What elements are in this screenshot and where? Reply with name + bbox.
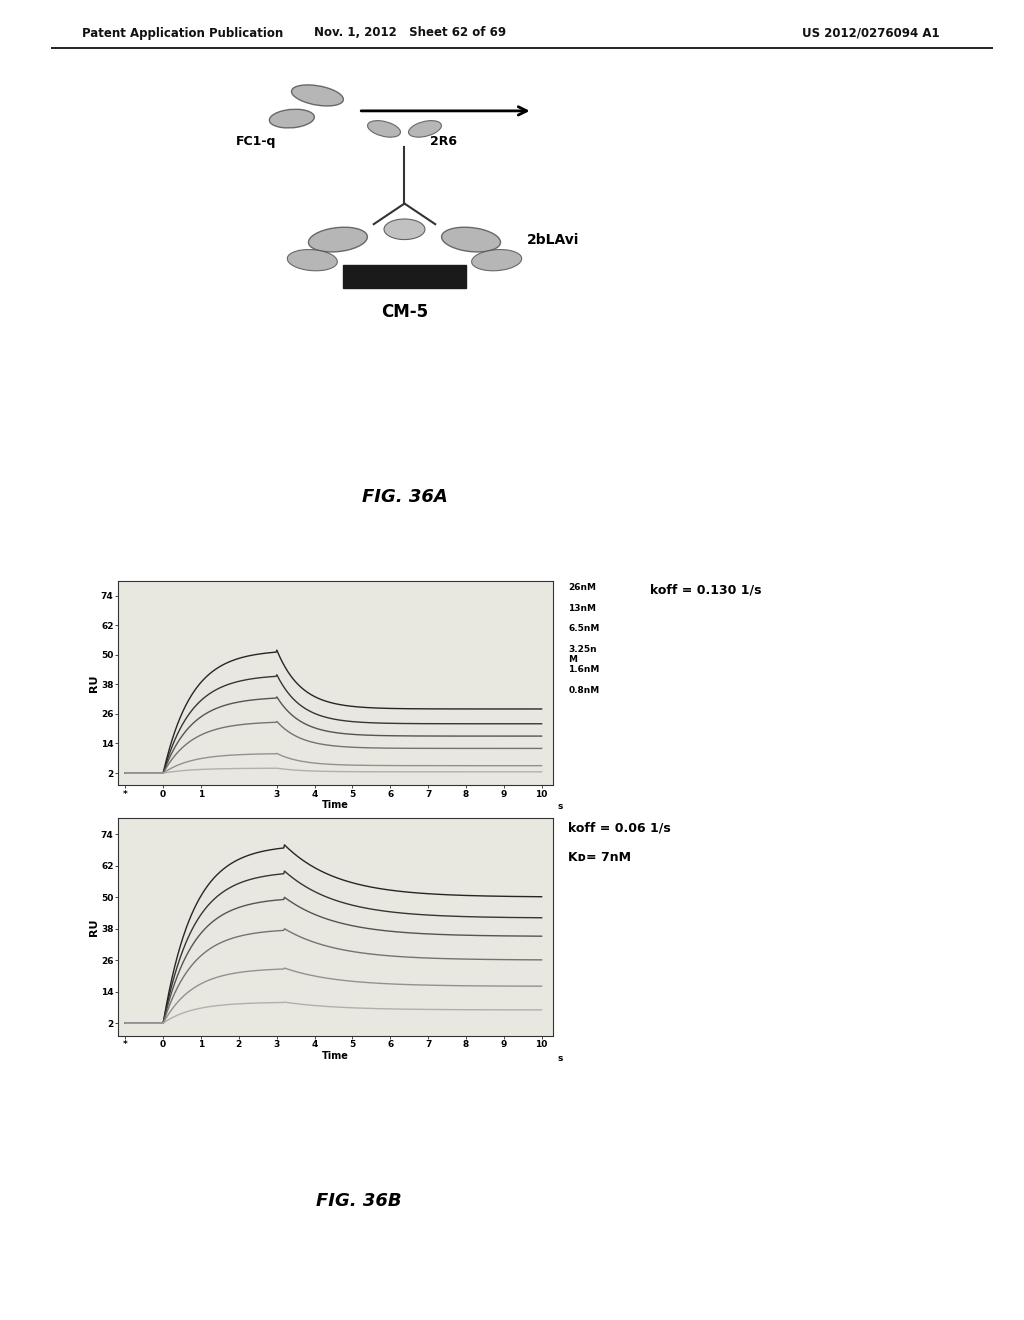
Text: 2R6: 2R6 — [430, 135, 457, 148]
Text: koff = 0.130 1/s: koff = 0.130 1/s — [650, 583, 762, 597]
Text: Patent Application Publication: Patent Application Publication — [82, 26, 284, 40]
Ellipse shape — [269, 110, 314, 128]
Text: FC1-q: FC1-q — [236, 135, 275, 148]
Text: koff = 0.06 1/s: koff = 0.06 1/s — [568, 821, 671, 834]
Y-axis label: RU: RU — [89, 675, 99, 692]
Ellipse shape — [288, 249, 337, 271]
Ellipse shape — [292, 84, 343, 106]
Text: 2bLAvi: 2bLAvi — [527, 232, 580, 247]
X-axis label: Time: Time — [322, 800, 349, 810]
Bar — [343, 265, 466, 289]
Text: 6.5nM: 6.5nM — [568, 624, 600, 634]
Text: 0.8nM: 0.8nM — [568, 685, 600, 694]
Text: Kᴅ= 7nM: Kᴅ= 7nM — [568, 851, 632, 865]
Text: 13nM: 13nM — [568, 603, 596, 612]
Text: FIG. 36A: FIG. 36A — [361, 488, 447, 506]
Ellipse shape — [384, 219, 425, 240]
Text: s: s — [557, 1053, 562, 1063]
Ellipse shape — [409, 120, 441, 137]
Text: CM-5: CM-5 — [381, 302, 428, 321]
Ellipse shape — [472, 249, 521, 271]
Text: s: s — [557, 801, 562, 810]
Text: US 2012/0276094 A1: US 2012/0276094 A1 — [802, 26, 939, 40]
Text: FIG. 36B: FIG. 36B — [315, 1192, 401, 1210]
Text: Nov. 1, 2012   Sheet 62 of 69: Nov. 1, 2012 Sheet 62 of 69 — [313, 26, 506, 40]
Ellipse shape — [368, 120, 400, 137]
Text: 26nM: 26nM — [568, 583, 596, 593]
Y-axis label: RU: RU — [89, 919, 99, 936]
Ellipse shape — [308, 227, 368, 252]
Ellipse shape — [441, 227, 501, 252]
Text: 1.6nM: 1.6nM — [568, 665, 600, 675]
X-axis label: Time: Time — [322, 1051, 349, 1061]
Text: 3.25n
M: 3.25n M — [568, 644, 597, 664]
